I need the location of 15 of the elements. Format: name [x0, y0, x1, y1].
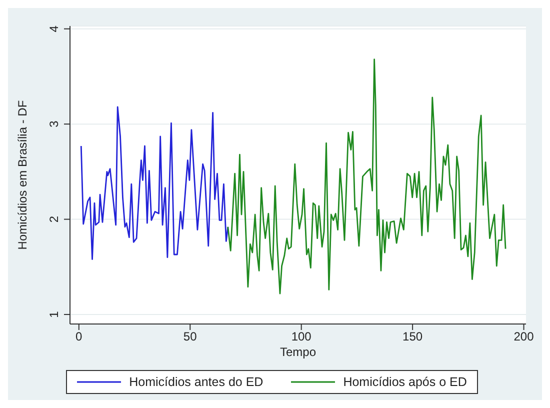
y-tick-label: 1 [47, 310, 61, 318]
x-tick-label: 200 [514, 330, 534, 344]
y-axis-title: Homicídios em Brasília - DF [15, 100, 30, 250]
x-tick-label: 100 [291, 330, 312, 344]
y-tick-label: 3 [47, 120, 61, 128]
x-tick-label: 50 [183, 330, 198, 344]
x-tick-label: 0 [76, 330, 83, 344]
line-series [80, 106, 229, 260]
x-axis-title: Tempo [280, 345, 316, 359]
x-tick-label: 150 [402, 330, 423, 344]
line-series [227, 58, 506, 294]
y-tick-label: 4 [47, 25, 61, 32]
legend-label: Homicídios após o ED [342, 375, 467, 389]
y-tick-label: 2 [47, 216, 61, 223]
legend-label: Homicídios antes do ED [128, 375, 264, 389]
